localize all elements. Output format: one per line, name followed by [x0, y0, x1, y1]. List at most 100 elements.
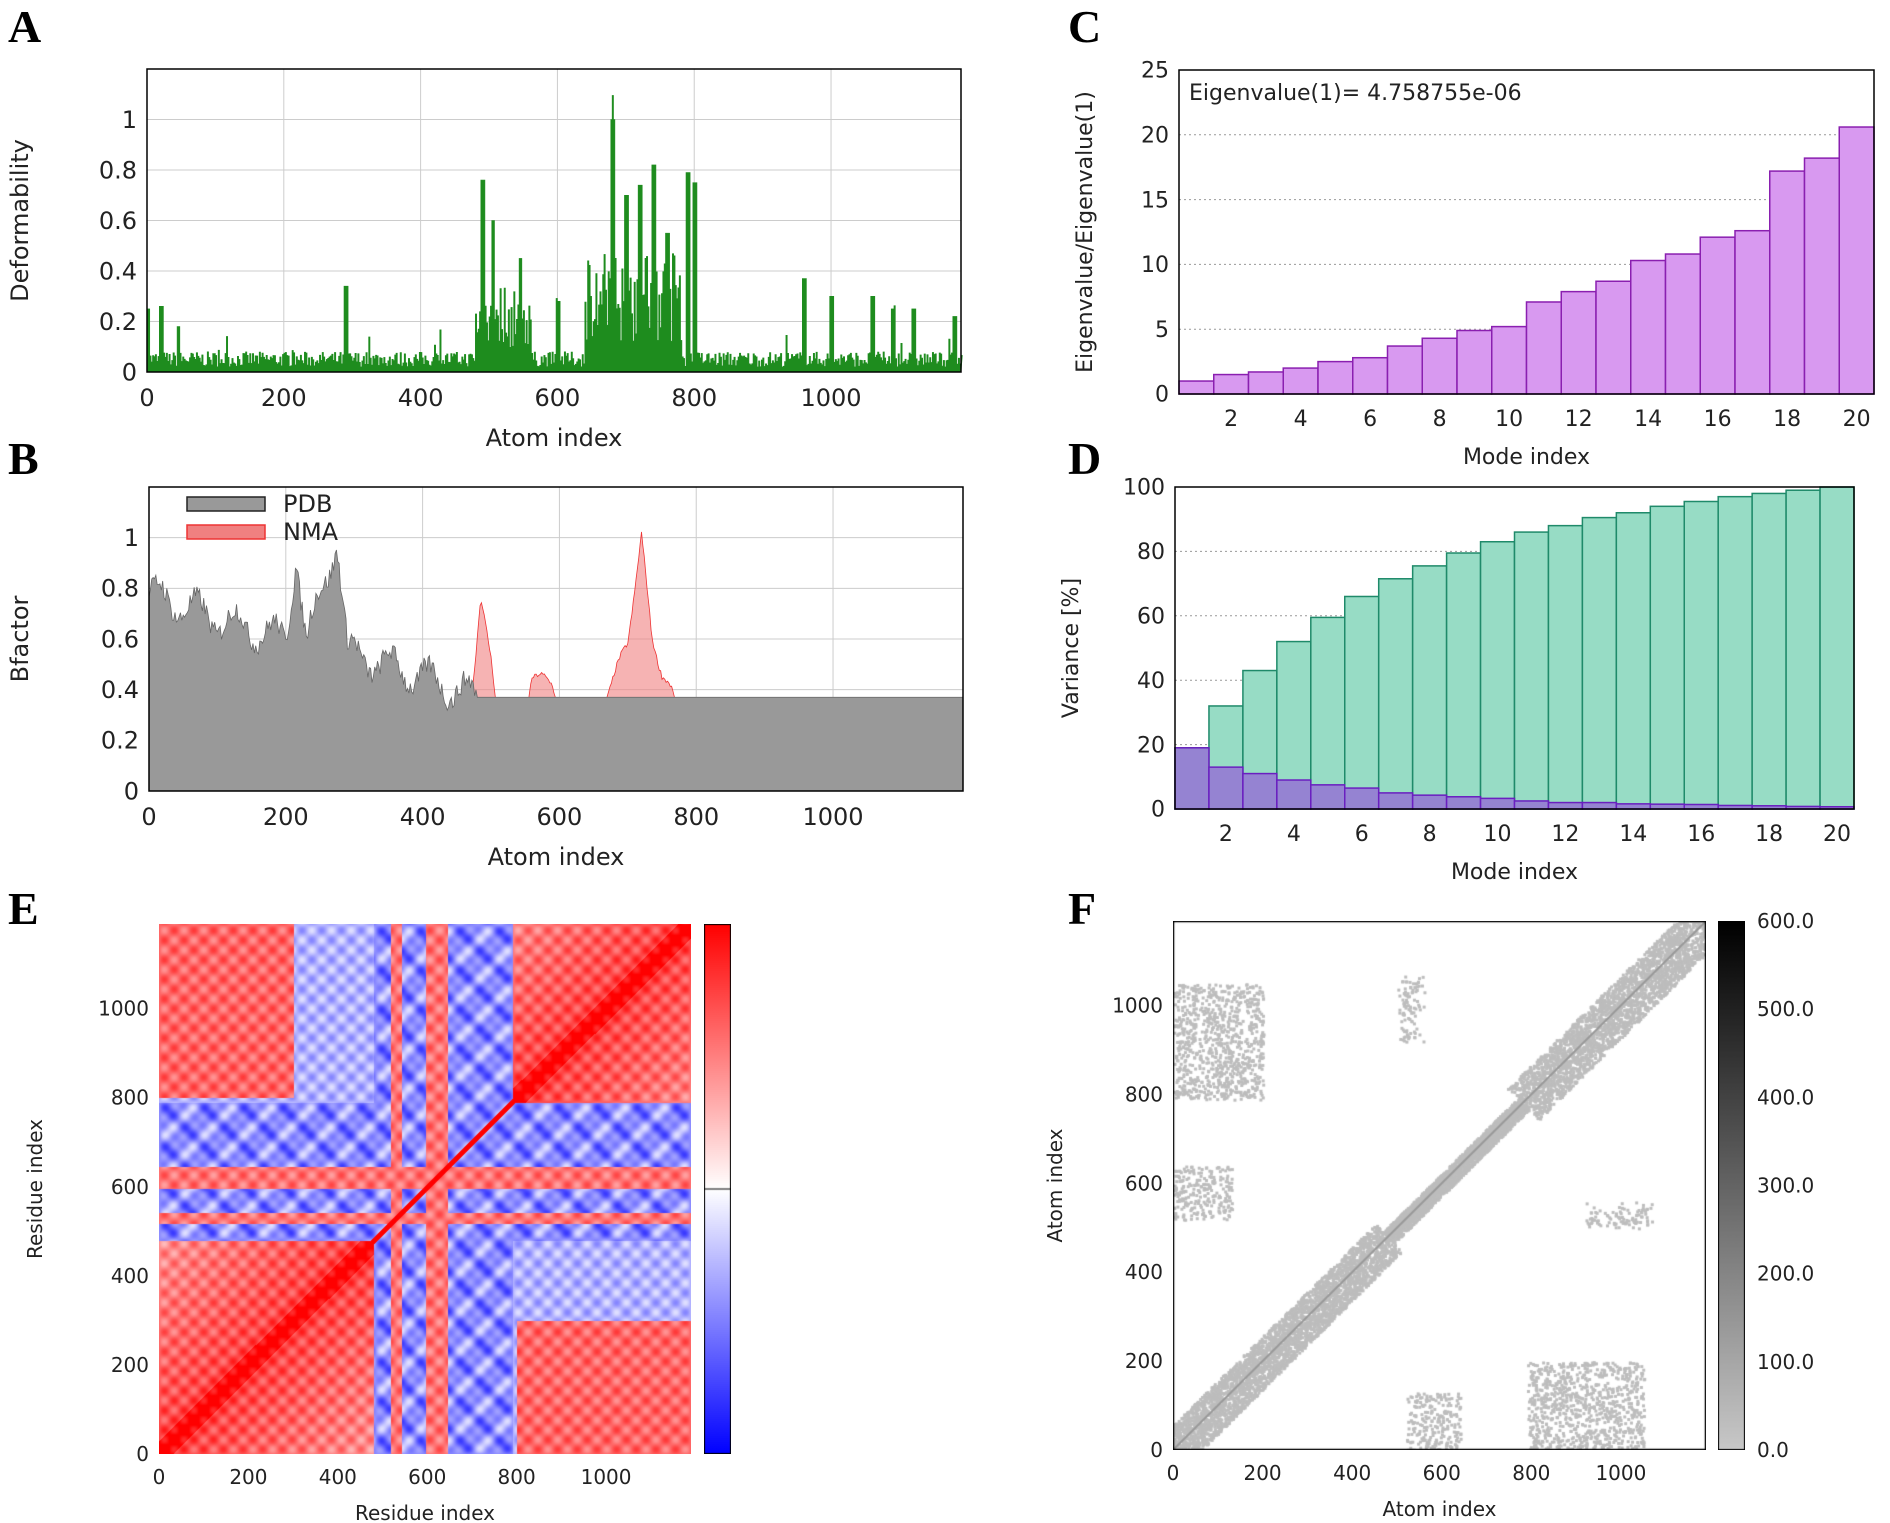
deformability-plot-frame	[146, 68, 962, 373]
eigenvalue-bar	[1630, 259, 1667, 395]
bfactor-xtick-label: 0	[141, 803, 156, 831]
variance-xtick-label: 8	[1423, 822, 1437, 847]
variance-bar-cumulative	[1717, 495, 1753, 810]
deformability-ytick-label: 0.2	[99, 308, 137, 336]
bfactor-ytick-label: 0.6	[101, 625, 139, 653]
contact-map-ytick-label: 1000	[1112, 993, 1163, 1017]
colorbar-tick-label: 500.0	[1757, 997, 1814, 1021]
eigenvalue-xtick-label: 4	[1294, 407, 1308, 432]
bfactor-x-axis-label: Atom index	[488, 843, 625, 871]
eigenvalue-x-axis-label: Mode index	[1463, 445, 1590, 470]
deformability-ytick-label: 1	[122, 106, 137, 134]
correlation-ytick-label: 200	[111, 1353, 149, 1377]
eigenvalue-ytick-label: 20	[1141, 124, 1169, 149]
eigenvalue-bar	[1838, 126, 1875, 395]
variance-bar-cumulative	[1547, 524, 1584, 810]
variance-ytick-label: 40	[1137, 669, 1165, 694]
variance-bar-individual	[1242, 772, 1278, 810]
panel-label-a: A	[8, 1, 42, 52]
eigenvalue-bar	[1386, 345, 1423, 395]
correlation-y-axis-label: Residue index	[23, 1119, 47, 1259]
contact-map-xtick-label: 0	[1167, 1461, 1180, 1485]
bfactor-series-pdb	[148, 549, 964, 792]
colorbar-tick-label: 600.0	[1757, 909, 1814, 933]
eigenvalue-bar	[1803, 157, 1840, 395]
eigenvalue-xtick-label: 20	[1843, 407, 1871, 432]
variance-bar-individual	[1276, 779, 1312, 810]
bfactor-xtick-label: 400	[400, 803, 446, 831]
variance-bar-cumulative	[1581, 516, 1618, 810]
variance-y-axis-label: Variance [%]	[1059, 578, 1084, 718]
eigenvalue-y-axis-label: Eigenvalue/Eigenvalue(1)	[1073, 91, 1098, 373]
variance-xtick-label: 20	[1823, 822, 1851, 847]
variance-bar-cumulative	[1411, 565, 1448, 810]
contact-map-xtick-label: 600	[1423, 1461, 1461, 1485]
eigenvalue-ytick-label: 25	[1141, 59, 1169, 84]
correlation-xtick-label: 200	[229, 1465, 267, 1489]
eigenvalue-xtick-label: 10	[1495, 407, 1523, 432]
variance-plot-frame	[1174, 486, 1855, 810]
variance-xtick-label: 10	[1484, 822, 1512, 847]
stiffness-colorbar	[1718, 921, 1745, 1450]
eigenvalue-bar	[1247, 371, 1284, 395]
residue-correlation-heatmap	[159, 924, 691, 1454]
variance-ytick-label: 0	[1151, 798, 1165, 823]
contact-map-ytick-label: 600	[1125, 1171, 1163, 1195]
variance-bar-individual	[1513, 800, 1550, 810]
bfactor-plot-frame	[148, 486, 964, 792]
variance-bar-cumulative	[1310, 616, 1346, 810]
eigenvalue-bar	[1317, 360, 1354, 395]
variance-bar-cumulative	[1377, 578, 1414, 810]
deformability-x-axis-label: Atom index	[486, 424, 623, 452]
contact-map-xtick-label: 1000	[1595, 1461, 1646, 1485]
eigenvalue-bar	[1699, 236, 1736, 395]
correlation-ytick-label: 0	[136, 1442, 149, 1466]
eigenvalue-ytick-label: 10	[1141, 253, 1169, 278]
eigenvalue-xtick-label: 18	[1773, 407, 1801, 432]
variance-bar-individual	[1411, 794, 1448, 810]
contact-map-y-axis-label: Atom index	[1043, 1128, 1067, 1242]
correlation-ytick-label: 600	[111, 1175, 149, 1199]
contact-map-ytick-label: 0	[1150, 1438, 1163, 1462]
contact-map-ytick-label: 200	[1125, 1349, 1163, 1373]
variance-bar-individual	[1581, 801, 1618, 810]
variance-bar-individual	[1615, 803, 1652, 810]
variance-bar-individual	[1377, 792, 1414, 810]
correlation-xtick-label: 400	[319, 1465, 357, 1489]
variance-xtick-label: 16	[1687, 822, 1715, 847]
correlation-xtick-label: 1000	[581, 1465, 632, 1489]
eigenvalue-bar	[1595, 280, 1632, 395]
eigenvalue-plot-frame	[1178, 69, 1875, 395]
bfactor-xtick-label: 800	[673, 803, 719, 831]
correlation-xtick-label: 800	[498, 1465, 536, 1489]
variance-bar-individual	[1174, 747, 1210, 810]
colorbar-tick-label: 0.0	[1757, 1438, 1789, 1462]
variance-bar-cumulative	[1615, 512, 1652, 810]
correlation-ytick-label: 800	[111, 1086, 149, 1110]
eigenvalue-xtick-label: 8	[1433, 407, 1447, 432]
contact-map-xtick-label: 200	[1243, 1461, 1281, 1485]
deformability-ytick-label: 0	[122, 358, 137, 386]
variance-bar-cumulative	[1344, 595, 1380, 810]
contact-map-xtick-label: 400	[1333, 1461, 1371, 1485]
bfactor-ytick-label: 1	[124, 524, 139, 552]
deformability-xtick-label: 1000	[800, 384, 861, 412]
correlation-ytick-label: 400	[111, 1264, 149, 1288]
eigenvalue-bar	[1664, 253, 1701, 395]
deformability-ytick-label: 0.4	[99, 257, 137, 285]
bfactor-ytick-label: 0.2	[101, 727, 139, 755]
panel-label-e: E	[8, 883, 39, 934]
deformability-ytick-label: 0.8	[99, 156, 137, 184]
eigenvalue-xtick-label: 6	[1363, 407, 1377, 432]
variance-bar-cumulative	[1819, 486, 1855, 810]
eigenvalue-xtick-label: 14	[1634, 407, 1662, 432]
variance-bar-individual	[1208, 766, 1244, 810]
variance-xtick-label: 6	[1355, 822, 1369, 847]
variance-bar-individual	[1479, 797, 1516, 810]
variance-bar-individual	[1310, 784, 1346, 810]
variance-bar-cumulative	[1649, 505, 1686, 810]
bfactor-xtick-label: 1000	[802, 803, 863, 831]
colorbar-tick-label: 400.0	[1757, 1085, 1814, 1109]
correlation-ytick-label: 1000	[98, 997, 149, 1021]
